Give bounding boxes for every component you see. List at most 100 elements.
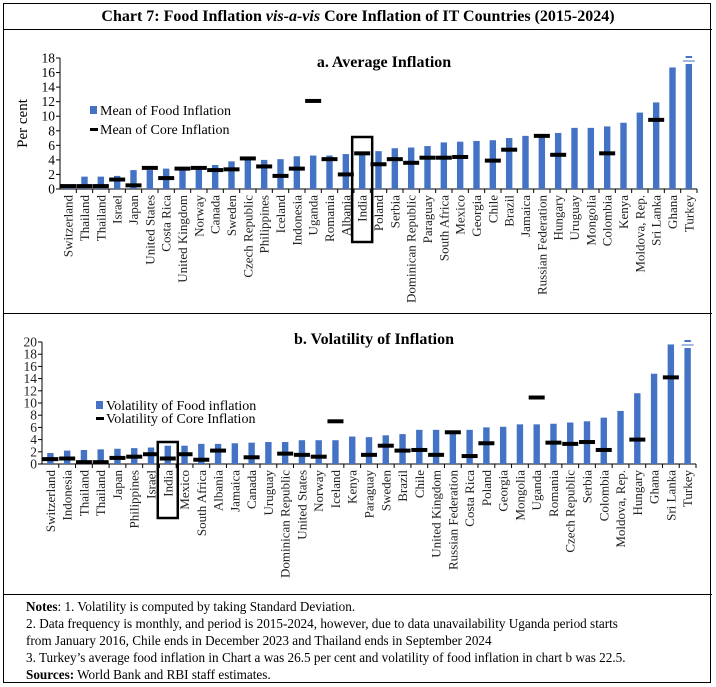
- food-bar: [620, 122, 627, 189]
- food-bar: [198, 443, 205, 464]
- x-category-label: Albania: [211, 470, 226, 511]
- core-marker: [484, 158, 501, 163]
- food-bar: [97, 176, 105, 189]
- x-category-label: Turkey: [681, 195, 696, 233]
- core-marker: [579, 440, 595, 445]
- core-marker: [599, 151, 616, 156]
- y-tick-label: 16: [42, 65, 56, 80]
- y-tick-label: 4: [30, 432, 37, 447]
- x-category-label: Japan: [110, 470, 125, 500]
- x-category-label: Ghana: [665, 195, 680, 229]
- y-tick-label: 18: [24, 347, 38, 362]
- x-category-label: Hungary: [551, 195, 566, 241]
- x-category-label: Thailand: [76, 470, 91, 517]
- food-bar: [522, 135, 529, 189]
- core-marker: [595, 447, 612, 452]
- core-marker: [159, 456, 176, 461]
- food-bar: [424, 146, 431, 189]
- food-bar: [248, 442, 255, 464]
- x-category-label: Norway: [191, 195, 206, 237]
- x-category-label: Japan: [126, 195, 141, 225]
- legend-core-swatch: [96, 417, 104, 420]
- core-marker: [210, 448, 227, 453]
- x-category-label: Georgia: [469, 195, 484, 237]
- x-category-label: Indonesia: [289, 195, 304, 246]
- legend-food-swatch: [90, 106, 97, 114]
- core-marker: [444, 430, 461, 435]
- food-bar: [382, 435, 389, 464]
- food-bar: [432, 429, 440, 464]
- food-bar: [391, 148, 399, 189]
- x-category-label: United States: [142, 195, 157, 265]
- x-category-label: Mongolia: [512, 470, 527, 521]
- x-category-label: Brazil: [502, 195, 517, 227]
- food-bar-break-top: [685, 56, 693, 58]
- core-marker: [662, 375, 679, 380]
- core-marker: [528, 395, 545, 400]
- core-marker: [158, 176, 175, 181]
- x-category-label: Mexico: [453, 195, 468, 235]
- core-marker: [386, 157, 403, 162]
- y-tick-label: 6: [48, 138, 55, 153]
- x-category-label: Poland: [479, 470, 494, 507]
- food-bar: [342, 154, 350, 189]
- food-bar: [332, 440, 339, 464]
- sources-label: Sources:: [26, 667, 75, 682]
- y-tick-label: 10: [42, 109, 56, 124]
- core-marker: [190, 165, 207, 170]
- legend-food-swatch: [96, 401, 103, 409]
- core-marker: [92, 184, 109, 189]
- x-category-label: Uruguay: [261, 470, 276, 516]
- core-marker: [550, 152, 567, 157]
- x-category-label: Sweden: [378, 470, 393, 512]
- india-highlight-box: [156, 440, 180, 520]
- food-bar: [617, 410, 624, 464]
- y-tick-label: 0: [48, 182, 55, 197]
- title-italic: vis-a-vis: [265, 8, 321, 25]
- x-category-label: India: [355, 195, 370, 222]
- core-marker: [377, 443, 394, 448]
- core-marker: [42, 457, 59, 462]
- x-category-label: Thailand: [93, 470, 108, 517]
- x-category-label: Brazil: [395, 470, 410, 502]
- legend-food-label: Volatility of Food inflation: [106, 399, 256, 414]
- y-tick-label: 16: [24, 359, 38, 374]
- y-tick-label: 8: [30, 408, 37, 423]
- x-category-label: Poland: [371, 195, 386, 232]
- food-bar: [407, 147, 415, 189]
- y-tick-label: 0: [30, 457, 37, 472]
- core-marker: [648, 117, 665, 122]
- x-category-label: Romania: [546, 470, 561, 517]
- y-tick-label: 8: [48, 123, 55, 138]
- y-tick-label: 18: [42, 51, 56, 66]
- food-bar: [634, 393, 641, 464]
- x-category-label: Dominican Republic: [404, 195, 419, 303]
- x-category-label: Moldova, Rep.: [613, 470, 628, 548]
- core-marker: [310, 454, 327, 459]
- food-bar: [97, 449, 104, 464]
- food-bar: [358, 152, 366, 189]
- food-bar: [265, 442, 272, 464]
- x-category-label: Chile: [485, 195, 500, 223]
- x-category-label: United Kingdom: [429, 470, 444, 558]
- notes-label: Notes: [26, 599, 58, 614]
- food-bar: [684, 348, 691, 464]
- core-marker: [354, 151, 371, 156]
- core-marker: [59, 456, 76, 461]
- food-bar: [81, 176, 88, 189]
- x-category-label: Uruguay: [567, 195, 582, 241]
- core-marker: [428, 452, 445, 457]
- x-category-label: Switzerland: [43, 470, 58, 533]
- core-marker: [562, 441, 579, 446]
- food-bar: [533, 424, 540, 464]
- core-marker: [109, 177, 126, 182]
- core-marker: [126, 454, 143, 459]
- x-category-label: Costa Rica: [462, 470, 477, 527]
- food-bar: [650, 373, 658, 464]
- notes-section: Notes: 1. Volatility is computed by taki…: [4, 594, 712, 683]
- y-tick-label: 6: [30, 420, 37, 435]
- core-marker: [76, 184, 93, 189]
- legend-core-label: Volatility of Core Inflation: [106, 412, 255, 427]
- food-bar: [571, 127, 578, 189]
- food-bar: [416, 429, 423, 464]
